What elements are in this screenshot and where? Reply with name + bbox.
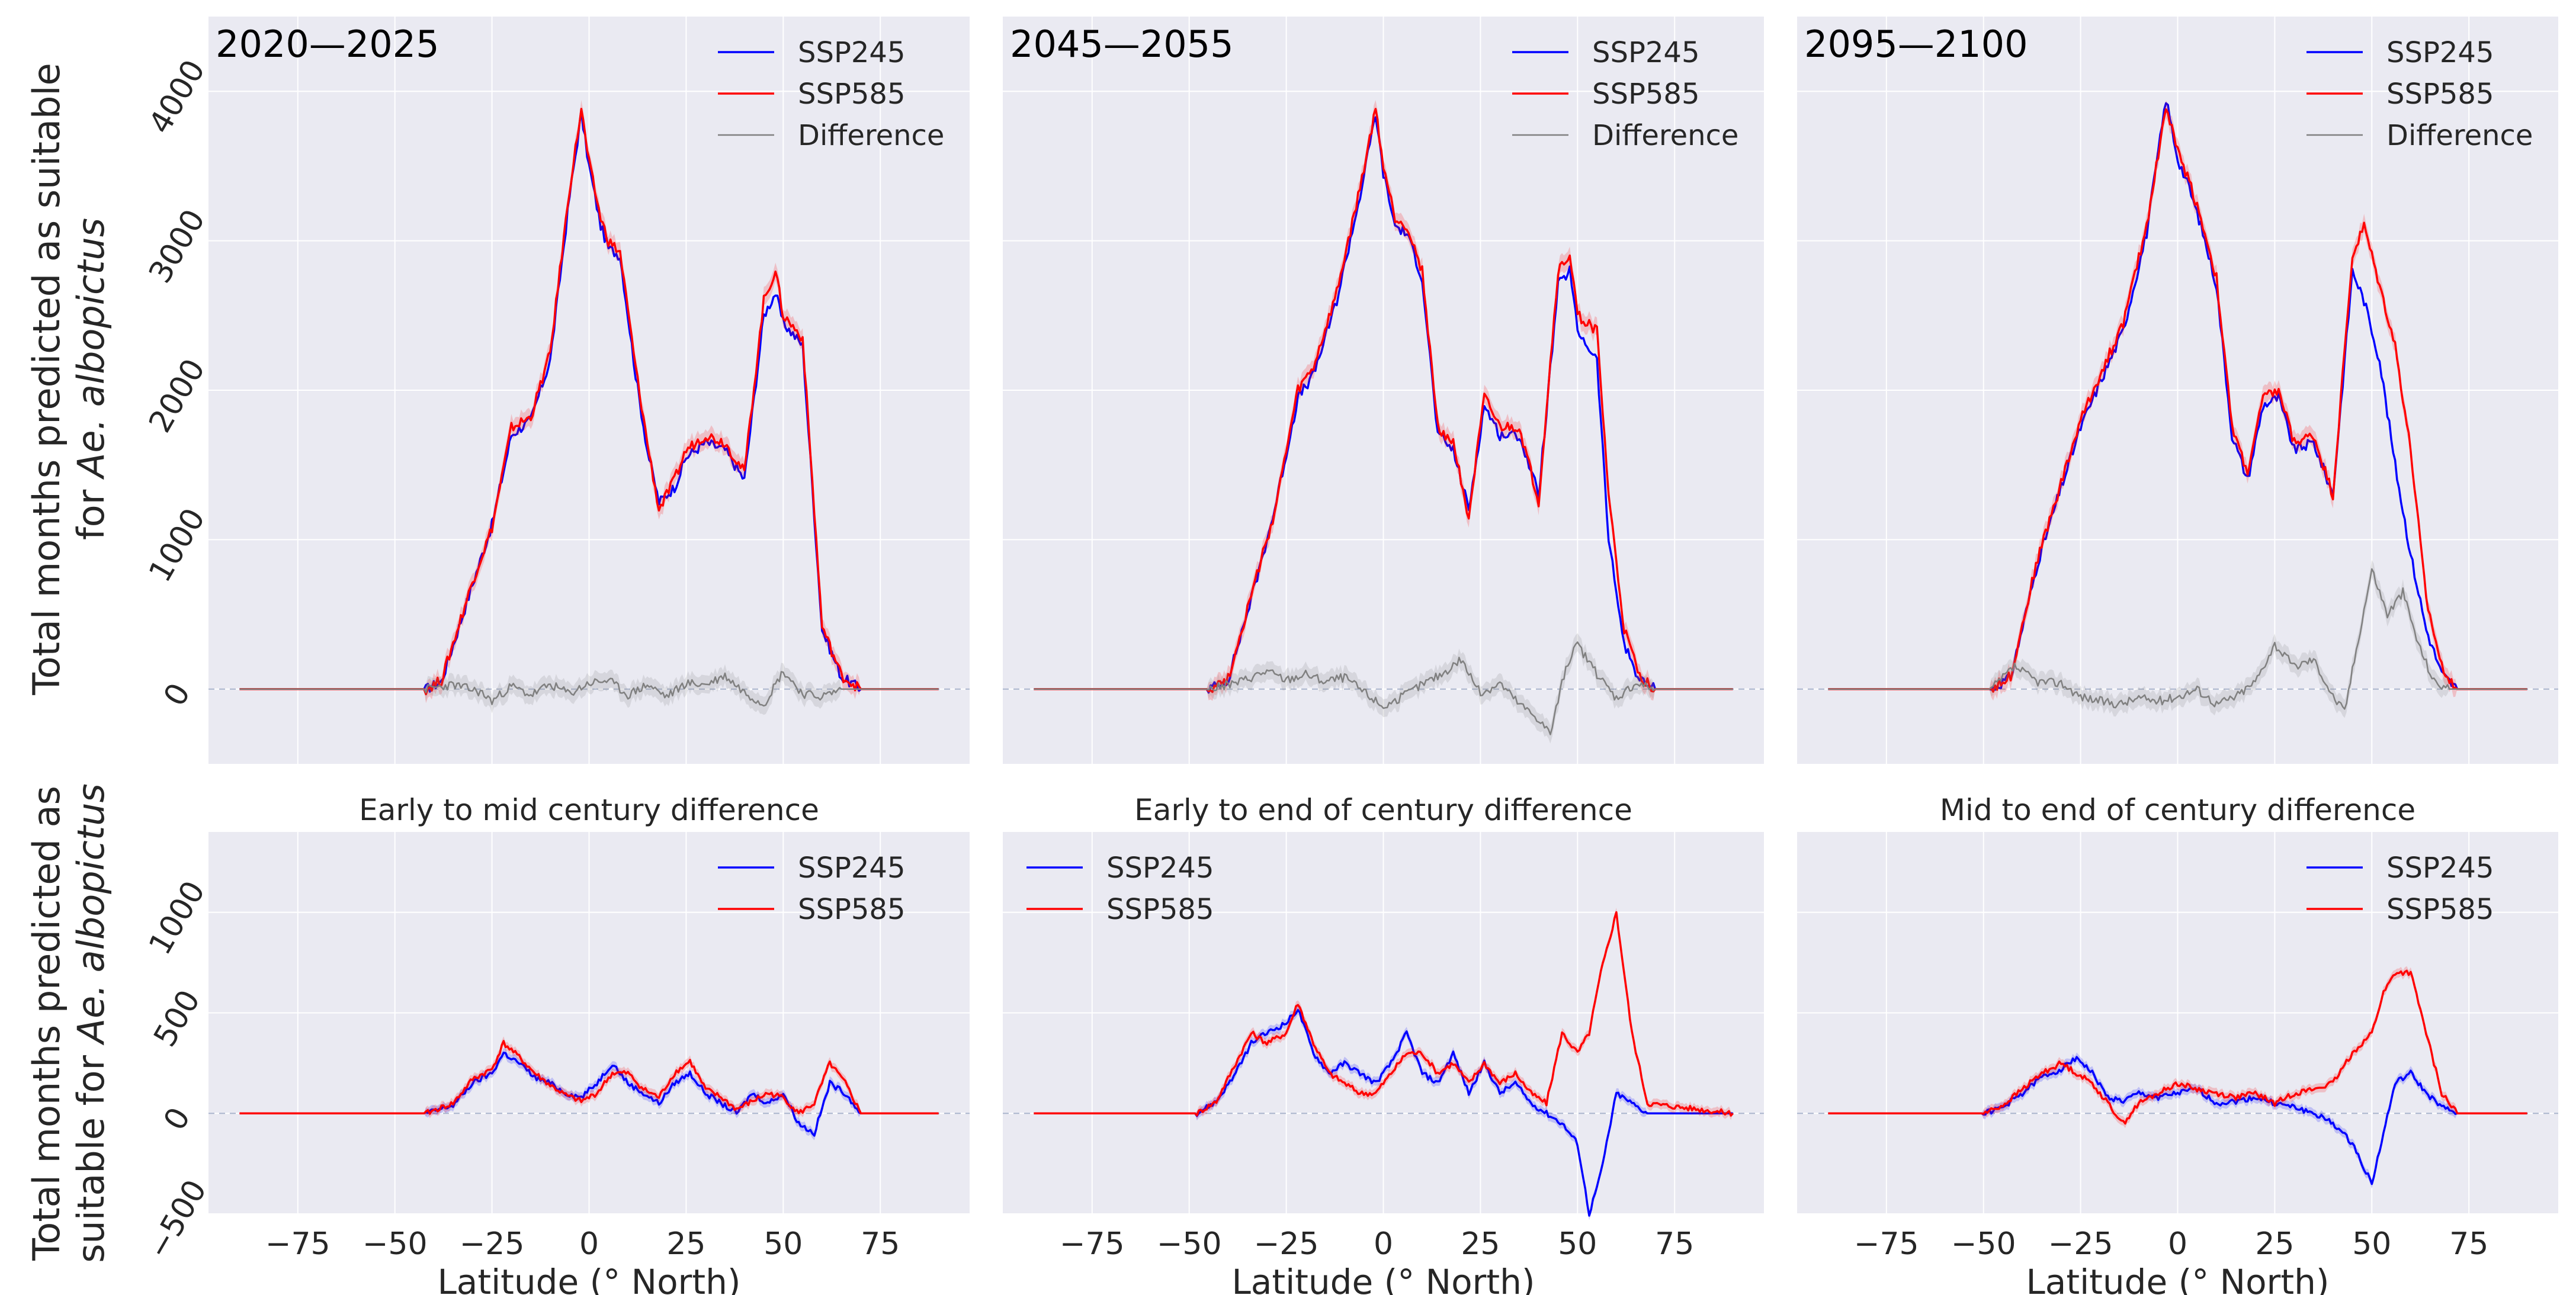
legend-label-ssp585: SSP585 [2386, 893, 2494, 926]
period-annotation: 2020—2025 [216, 23, 440, 66]
series-band-ssp585 [1828, 100, 2527, 701]
legend-label-ssp585: SSP585 [798, 78, 906, 111]
legend: SSP245 SSP585 [2306, 851, 2494, 926]
x-tick-label: −50 [362, 1226, 428, 1262]
legend-label-ssp585: SSP585 [2386, 78, 2494, 111]
legend: SSP245 SSP585 Difference [1512, 36, 1738, 152]
top-ylabel-prefix: for [69, 478, 113, 540]
legend: SSP245 SSP585 [718, 851, 906, 926]
x-tick-label: 75 [2449, 1226, 2488, 1262]
legend: SSP245 SSP585 Difference [718, 36, 944, 152]
bottom-row-ylabel: Total months predicted as suitable for A… [25, 783, 113, 1263]
legend: SSP245 SSP585 [1026, 851, 1214, 926]
y-tick-label: 3000 [142, 204, 212, 290]
x-tick-label: 25 [666, 1226, 705, 1262]
panel-title: Early to mid century difference [359, 793, 819, 827]
legend-label-ssp245: SSP245 [1592, 36, 1700, 69]
x-tick-label: 25 [1461, 1226, 1500, 1262]
x-tick-label: −75 [1854, 1226, 1919, 1262]
top-ylabel-species: Ae. albopictus [69, 218, 113, 480]
x-tick-label: −25 [460, 1226, 525, 1262]
y-tick-label: −500 [141, 1174, 214, 1265]
y-tick-label: 0 [157, 1101, 198, 1136]
x-axis-label: Latitude (° North) [1231, 1262, 1535, 1295]
x-tick-label: −50 [1951, 1226, 2016, 1262]
x-tick-label: −25 [2048, 1226, 2113, 1262]
period-annotation: 2095—2100 [1804, 23, 2028, 66]
legend-label-ssp585: SSP585 [1106, 893, 1214, 926]
legend-label-ssp245: SSP245 [2386, 36, 2494, 69]
x-tick-label: 75 [1655, 1226, 1694, 1262]
series-line-difference [1828, 568, 2527, 710]
panel-bottom-middle: −75 −50 −25 0 25 50 75 Latitude (° North) Early … [1003, 793, 1764, 1295]
x-tick-label: 0 [2168, 1226, 2187, 1262]
series-line-ssp585 [1828, 969, 2527, 1125]
bottom-ylabel-species: Ae. albopictus [69, 783, 113, 1046]
top-ylabel-line2: for Ae. albopictus [69, 218, 113, 540]
x-tick-label: −25 [1254, 1226, 1319, 1262]
panel-top-middle: 2045—2055 SSP245 SSP585 Difference [1003, 17, 1764, 764]
bottom-ylabel-prefix: suitable for [69, 1043, 113, 1263]
panel-bottom-left: −75 −50 −25 0 25 50 75 Latitude (° North) −500 0 5… [141, 793, 970, 1295]
y-tick-label: 500 [147, 984, 207, 1053]
series-band-difference [1828, 560, 2527, 718]
y-tick-label: 0 [157, 677, 198, 712]
x-tick-label: 75 [861, 1226, 900, 1262]
x-axis-label: Latitude (° North) [2026, 1262, 2329, 1295]
y-tick-label: 2000 [142, 353, 212, 439]
x-tick-label: 50 [1558, 1226, 1597, 1262]
y-tick-label: 1000 [142, 503, 212, 589]
legend-label-ssp245: SSP245 [2386, 851, 2494, 885]
x-tick-label: 50 [2352, 1226, 2391, 1262]
x-tick-label: 0 [579, 1226, 599, 1262]
x-tick-label: −75 [1060, 1226, 1125, 1262]
legend-label-ssp245: SSP245 [1106, 851, 1214, 885]
legend: SSP245 SSP585 Difference [2306, 36, 2533, 152]
top-row-ylabel: Total months predicted as suitable for A… [25, 63, 113, 695]
panel-top-right: 2095—2100 SSP245 SSP585 Difference [1797, 17, 2558, 764]
legend-label-difference: Difference [798, 119, 944, 152]
top-ylabel-line1: Total months predicted as suitable [25, 63, 68, 695]
legend-label-ssp245: SSP245 [798, 36, 906, 69]
legend-label-difference: Difference [1592, 119, 1738, 152]
x-tick-label: −75 [265, 1226, 331, 1262]
series-line-ssp585 [239, 1040, 939, 1115]
period-annotation: 2045—2055 [1010, 23, 1234, 66]
series-line-difference [1034, 641, 1733, 735]
y-tick-label: 4000 [142, 54, 212, 140]
x-tick-label: 50 [764, 1226, 803, 1262]
series-line-ssp585 [1034, 911, 1734, 1117]
legend-label-ssp585: SSP585 [1592, 78, 1700, 111]
series-band-difference [239, 663, 939, 715]
panel-title: Mid to end of century difference [1940, 793, 2415, 827]
legend-label-ssp585: SSP585 [798, 893, 906, 926]
panel-bottom-right: −75 −50 −25 0 25 50 75 Latitude (° North) Mid to… [1797, 793, 2558, 1295]
legend-label-difference: Difference [2386, 119, 2533, 152]
y-tick-label: 1000 [142, 875, 212, 961]
x-axis-label: Latitude (° North) [437, 1262, 740, 1295]
panel-title: Early to end of century difference [1134, 793, 1632, 827]
x-tick-label: 25 [2255, 1226, 2294, 1262]
series-band-ssp585 [239, 1036, 939, 1119]
bottom-ylabel-line1: Total months predicted as [25, 786, 68, 1261]
bottom-ylabel-line2: suitable for Ae. albopictus [69, 783, 113, 1263]
x-tick-label: 0 [1374, 1226, 1393, 1262]
legend-label-ssp245: SSP245 [798, 851, 906, 885]
x-tick-label: −50 [1157, 1226, 1222, 1262]
series-line-difference [239, 671, 939, 707]
